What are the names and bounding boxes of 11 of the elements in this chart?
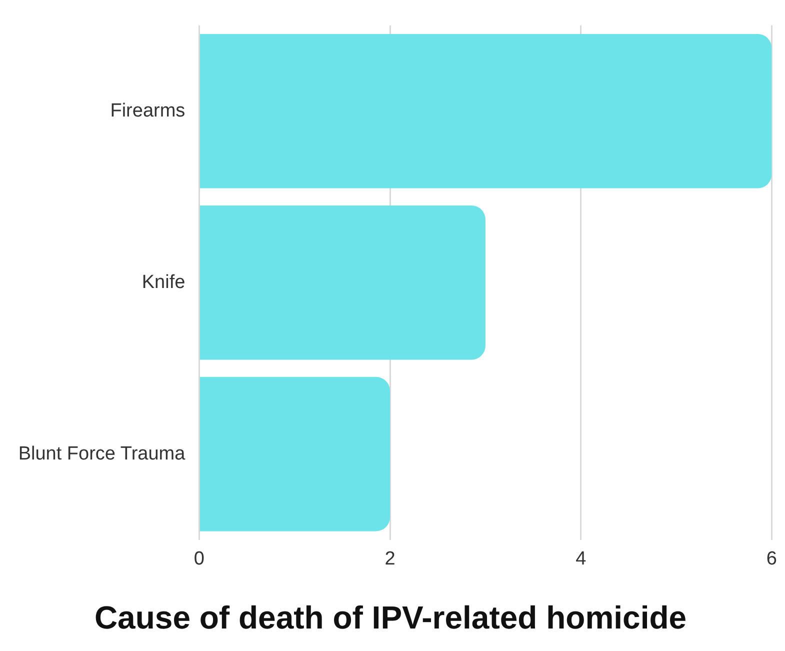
bar bbox=[200, 205, 486, 360]
bar bbox=[200, 34, 772, 188]
x-tick-label: 2 bbox=[384, 548, 396, 570]
bar bbox=[200, 376, 390, 532]
x-tick-label: 0 bbox=[194, 548, 204, 570]
y-tick-label: Knife bbox=[142, 272, 186, 293]
y-tick-label: Firearms bbox=[110, 100, 186, 122]
x-tick-label: 4 bbox=[576, 548, 587, 570]
y-tick-label: Blunt Force Trauma bbox=[18, 443, 186, 464]
text: Cause of death of IPV-related homicide bbox=[94, 600, 687, 636]
x-tick-label: 6 bbox=[766, 548, 778, 570]
